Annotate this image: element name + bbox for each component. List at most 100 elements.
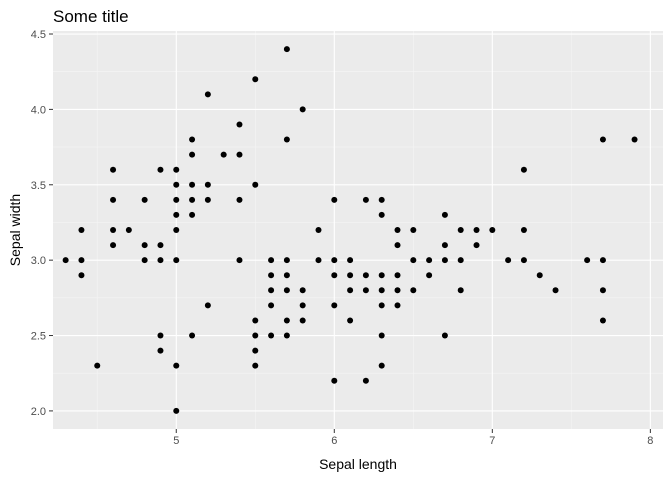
data-point — [599, 257, 606, 264]
data-point — [378, 196, 385, 203]
data-point — [457, 287, 464, 294]
data-point — [252, 317, 259, 324]
data-point — [299, 302, 306, 309]
data-point — [173, 257, 180, 264]
data-point — [62, 257, 69, 264]
data-point — [78, 272, 85, 279]
data-point — [189, 211, 196, 218]
data-point — [110, 227, 117, 233]
data-point — [204, 181, 211, 188]
data-point — [204, 91, 211, 98]
data-point — [520, 166, 527, 173]
data-point — [173, 407, 180, 414]
x-tick-label: 5 — [173, 435, 179, 447]
data-point — [252, 76, 259, 83]
data-point — [236, 196, 243, 203]
data-point — [473, 242, 480, 249]
data-point — [410, 227, 417, 233]
plot-panel — [53, 31, 663, 429]
data-point — [331, 196, 338, 203]
data-point — [189, 196, 196, 203]
data-point — [173, 227, 180, 233]
data-point — [189, 151, 196, 158]
data-point — [410, 257, 417, 264]
data-point — [268, 332, 275, 339]
data-point — [220, 151, 227, 158]
y-axis-title: Sepal width — [7, 194, 23, 266]
data-point — [110, 166, 117, 173]
y-tick-label: 4.0 — [31, 104, 46, 116]
data-point — [362, 287, 369, 294]
data-point — [441, 211, 448, 218]
data-point — [520, 227, 527, 233]
data-point — [362, 377, 369, 384]
data-point — [141, 257, 148, 264]
data-point — [331, 377, 338, 384]
data-point — [125, 227, 132, 233]
data-point — [599, 136, 606, 143]
x-tick-label: 7 — [489, 435, 495, 447]
data-point — [378, 302, 385, 309]
data-point — [520, 257, 527, 264]
data-point — [173, 166, 180, 173]
data-point — [110, 196, 117, 203]
data-point — [394, 272, 401, 279]
data-point — [268, 302, 275, 309]
data-point — [441, 257, 448, 264]
data-point — [268, 257, 275, 264]
data-point — [315, 257, 322, 264]
data-point — [157, 257, 164, 264]
data-point — [347, 287, 354, 294]
data-point — [362, 196, 369, 203]
data-point — [252, 332, 259, 339]
data-point — [173, 362, 180, 369]
data-point — [426, 257, 433, 264]
data-point — [394, 302, 401, 309]
data-point — [394, 287, 401, 294]
data-point — [157, 347, 164, 354]
data-point — [599, 317, 606, 324]
y-tick-label: 2.0 — [31, 406, 46, 418]
data-point — [283, 272, 290, 279]
data-point — [252, 347, 259, 354]
data-point — [204, 302, 211, 309]
data-point — [489, 227, 496, 233]
data-point — [362, 272, 369, 279]
data-point — [457, 227, 464, 233]
data-point — [173, 181, 180, 188]
data-point — [94, 362, 101, 369]
y-axis: 2.0 2.5 3.0 3.5 4.0 4.5 — [31, 29, 53, 418]
data-point — [283, 287, 290, 294]
data-point — [394, 227, 401, 233]
chart-title: Some title — [53, 7, 129, 26]
y-tick-label: 4.5 — [31, 29, 46, 41]
x-tick-label: 6 — [331, 435, 337, 447]
data-point — [252, 362, 259, 369]
data-point — [410, 287, 417, 294]
data-point — [299, 106, 306, 113]
data-point — [457, 257, 464, 264]
data-point — [378, 211, 385, 218]
data-point — [473, 227, 480, 233]
data-point — [599, 287, 606, 294]
data-point — [584, 257, 591, 264]
data-point — [268, 287, 275, 294]
data-point — [378, 362, 385, 369]
data-point — [141, 242, 148, 249]
data-point — [173, 196, 180, 203]
data-point — [331, 257, 338, 264]
data-point — [283, 136, 290, 143]
data-point — [347, 272, 354, 279]
data-point — [236, 257, 243, 264]
data-point — [78, 257, 85, 264]
data-point — [331, 272, 338, 279]
y-tick-label: 2.5 — [31, 331, 46, 343]
data-point — [157, 242, 164, 249]
data-point — [189, 332, 196, 339]
x-tick-label: 8 — [647, 435, 653, 447]
data-point — [252, 181, 259, 188]
data-point — [441, 332, 448, 339]
data-point — [315, 227, 322, 233]
y-tick-label: 3.5 — [31, 180, 46, 192]
